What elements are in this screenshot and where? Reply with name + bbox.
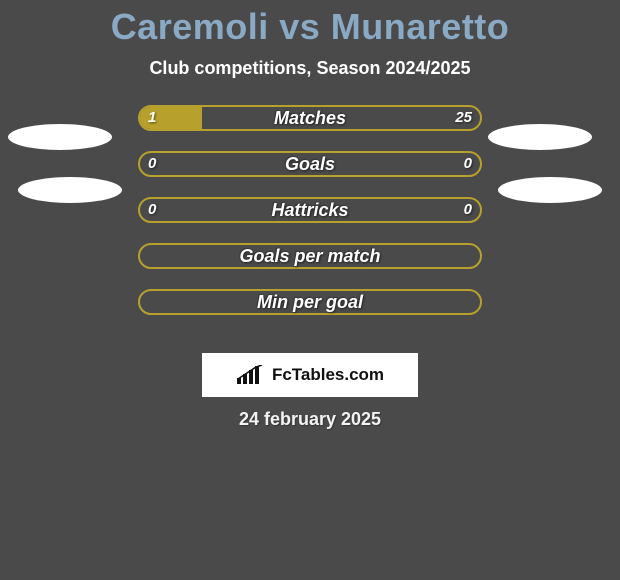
bar-track (138, 289, 482, 315)
stat-value-left: 1 (148, 105, 156, 131)
page-title: Caremoli vs Munaretto (0, 0, 620, 48)
stat-value-right: 0 (464, 151, 472, 177)
comparison-infographic: Caremoli vs Munaretto Club competitions,… (0, 0, 620, 580)
bar-track (138, 243, 482, 269)
bar-track (138, 151, 482, 177)
stat-row: Goals per match (0, 243, 620, 269)
player2-name: Munaretto (331, 6, 510, 47)
subtitle: Club competitions, Season 2024/2025 (0, 58, 620, 79)
bar-track (138, 105, 482, 131)
date-text: 24 february 2025 (0, 409, 620, 430)
stat-value-left: 0 (148, 151, 156, 177)
avatar-placeholder (498, 177, 602, 203)
source-badge-text: FcTables.com (272, 365, 384, 385)
vs-separator: vs (269, 6, 331, 47)
stat-value-right: 0 (464, 197, 472, 223)
stat-value-right: 25 (455, 105, 472, 131)
stat-row: Min per goal (0, 289, 620, 315)
bar-track (138, 197, 482, 223)
avatar-placeholder (8, 124, 112, 150)
source-badge: FcTables.com (202, 353, 418, 397)
stat-value-left: 0 (148, 197, 156, 223)
player1-name: Caremoli (111, 6, 269, 47)
bar-chart-icon (236, 365, 266, 385)
avatar-placeholder (488, 124, 592, 150)
stat-row: Goals00 (0, 151, 620, 177)
avatar-placeholder (18, 177, 122, 203)
